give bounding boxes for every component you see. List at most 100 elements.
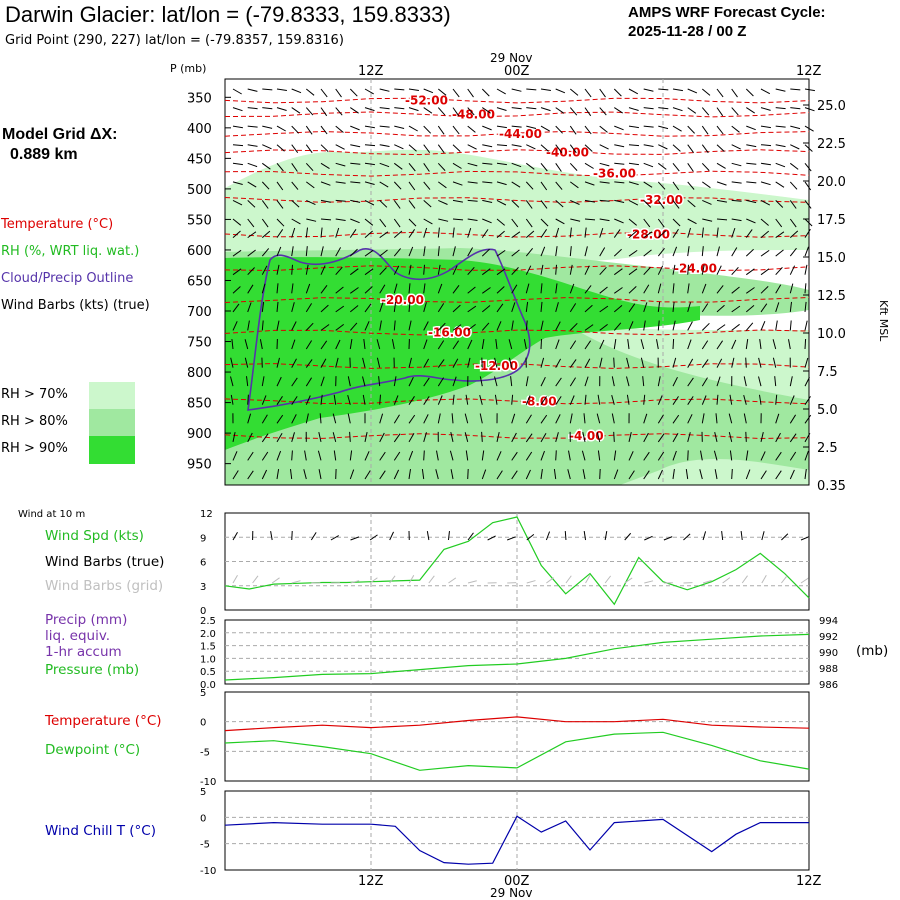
wind-barb [291,414,297,424]
wind-barb [276,432,283,443]
wind-barb [611,376,615,387]
wind-barb [687,125,695,134]
wind-barb [555,377,562,387]
wind-barb [364,181,375,185]
wind-barb [350,218,360,224]
wind-barb [643,451,650,461]
wind-barb [540,181,548,191]
wind-barb [540,125,550,132]
wind-barb [452,181,463,186]
wind-barb [364,321,370,331]
wind-barb [626,394,630,405]
rh90-region [225,257,700,450]
wind-barb [658,125,669,130]
wind-barb-true [545,531,551,541]
wind-barb [701,144,709,154]
wind-barb [393,451,401,461]
wind-barb [261,320,264,331]
wind-barb [423,432,427,443]
wind-barb [746,218,756,224]
wind-barb [437,125,445,135]
wind-barb [569,359,577,368]
precip-tick-label: 0.5 [200,667,216,678]
wind-barb-true [526,534,535,541]
wind-barb [467,144,477,150]
wind-barb [511,320,514,331]
wind-barb [525,283,530,294]
wind-barb [276,144,285,152]
wind-barb [687,450,689,461]
wind-barb [613,469,619,480]
wind-barb [496,286,505,294]
wind-barb [582,431,586,443]
wind-barb [540,218,549,227]
wind-barb [657,414,664,424]
wind-barb [320,125,328,135]
wind-barb [423,163,430,172]
pressure-tick-label: 600 [187,244,212,259]
wind-barb [452,304,461,313]
wind-barb [672,320,676,331]
wind-barb [775,284,782,294]
wind-barb [496,125,507,129]
wind-barb [261,395,267,405]
wind-barb [743,376,747,387]
wind-barb [716,199,727,203]
pressure-tick-label: 450 [187,152,212,167]
wind-barb [291,264,293,275]
wind-barb [230,376,234,387]
wind-barb [540,88,551,91]
wind-barb [745,450,749,461]
wind-barb [364,107,375,112]
wind-barb [376,357,381,368]
wind-barb [775,181,785,188]
wind-barb [379,284,386,294]
wind-barb [262,107,273,110]
wind-barb [687,163,694,172]
wind-barb [291,432,295,443]
wind-barb [393,230,403,238]
wind-barb [525,218,533,228]
wind-barb [672,414,680,424]
wind-barb [569,227,572,238]
wind-barb [364,199,375,206]
wind-barb [481,305,491,313]
wind-barb [731,286,740,294]
wind-barb [508,357,513,368]
wind-barb [657,162,667,170]
wind-barb [423,321,429,331]
wind-barb [731,305,741,313]
wind-barb [232,321,238,331]
wind-barb [687,246,690,257]
isotherm-line [224,97,810,104]
wind-barb [364,451,370,461]
wind-barb [232,470,239,480]
wind-barb-true [487,535,496,541]
wind-barb [599,266,607,276]
wind-barb [540,414,548,424]
wind-barb [408,376,414,387]
wind-barb [789,218,797,228]
wind-barb [687,264,689,275]
wind-barb [657,200,665,209]
wind-barb [394,144,404,150]
wind-barb [672,301,675,312]
wind-barb [687,302,691,313]
wind-barb [584,88,592,98]
wind-barb [320,88,328,98]
wind-barb [452,265,458,275]
wind-barb [291,144,299,153]
wind-barb [262,88,273,91]
wind-barb [569,88,579,96]
wind-barb [408,181,416,191]
wind-barb [804,125,814,132]
wind-barb [790,144,800,150]
wind-barb [378,376,381,387]
wind-barb [496,218,506,226]
wind-barb [599,88,606,98]
wind-barb [745,305,755,313]
wind-chill-tick-label: 5 [200,787,206,798]
wind-barb [423,125,432,134]
wind-barb [511,432,517,443]
wind-barb-grid [741,575,748,584]
